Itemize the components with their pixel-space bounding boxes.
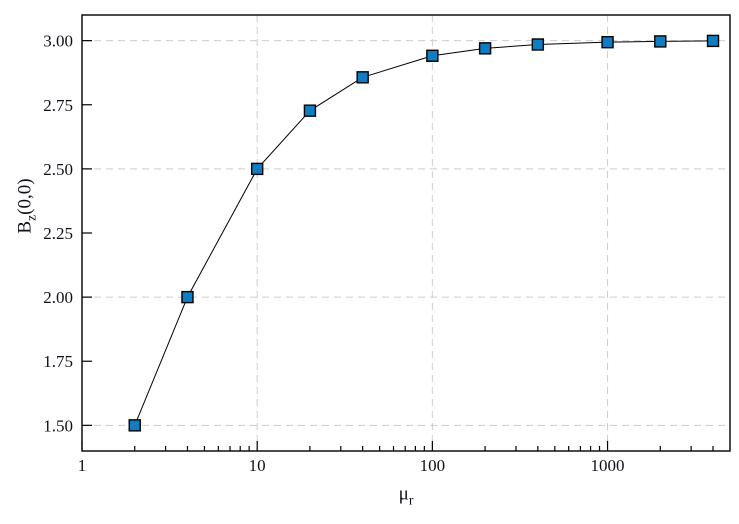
- tick-labels: 1 10 100 1000 1.50 1.75 2.00 2.25 2.50 2.75 3.00: [43, 32, 624, 475]
- y-tick-label: 1.75: [43, 352, 73, 371]
- x-axis-title-sub: r: [408, 492, 414, 508]
- y-tick-label: 2.25: [43, 224, 73, 243]
- x-tick-label: 1: [78, 456, 87, 475]
- x-axis-title: μr: [399, 484, 414, 509]
- data-point: [250, 162, 264, 176]
- data-point: [181, 290, 194, 304]
- y-tick-label: 3.00: [43, 32, 73, 51]
- y-axis-title: Bz(0,0): [15, 178, 40, 233]
- data-point: [601, 35, 614, 49]
- data-point: [303, 104, 317, 117]
- data-point: [654, 35, 667, 48]
- data-point: [128, 419, 141, 432]
- y-axis-title-base: B: [14, 220, 36, 234]
- gridlines: [82, 15, 730, 451]
- data-series: [128, 34, 720, 432]
- plot-frame: [81, 14, 731, 452]
- y-axis-title-rest: (0,0): [14, 178, 36, 215]
- x-tick-label: 100: [420, 456, 446, 475]
- data-point: [426, 49, 439, 62]
- y-tick-label: 1.50: [43, 416, 73, 435]
- data-point: [706, 34, 720, 48]
- y-axis-title-sub: z: [23, 214, 39, 221]
- x-tick-label: 1000: [591, 456, 625, 475]
- data-point: [531, 38, 545, 51]
- x-tick-label: 10: [249, 456, 266, 475]
- y-tick-label: 2.50: [43, 160, 73, 179]
- data-point: [356, 71, 369, 84]
- x-axis-title-base: μ: [398, 483, 409, 505]
- axis-ticks: [81, 40, 714, 451]
- y-tick-label: 2.00: [43, 288, 73, 307]
- data-point: [478, 42, 492, 55]
- y-tick-label: 2.75: [43, 96, 73, 115]
- series-line: [134, 40, 714, 426]
